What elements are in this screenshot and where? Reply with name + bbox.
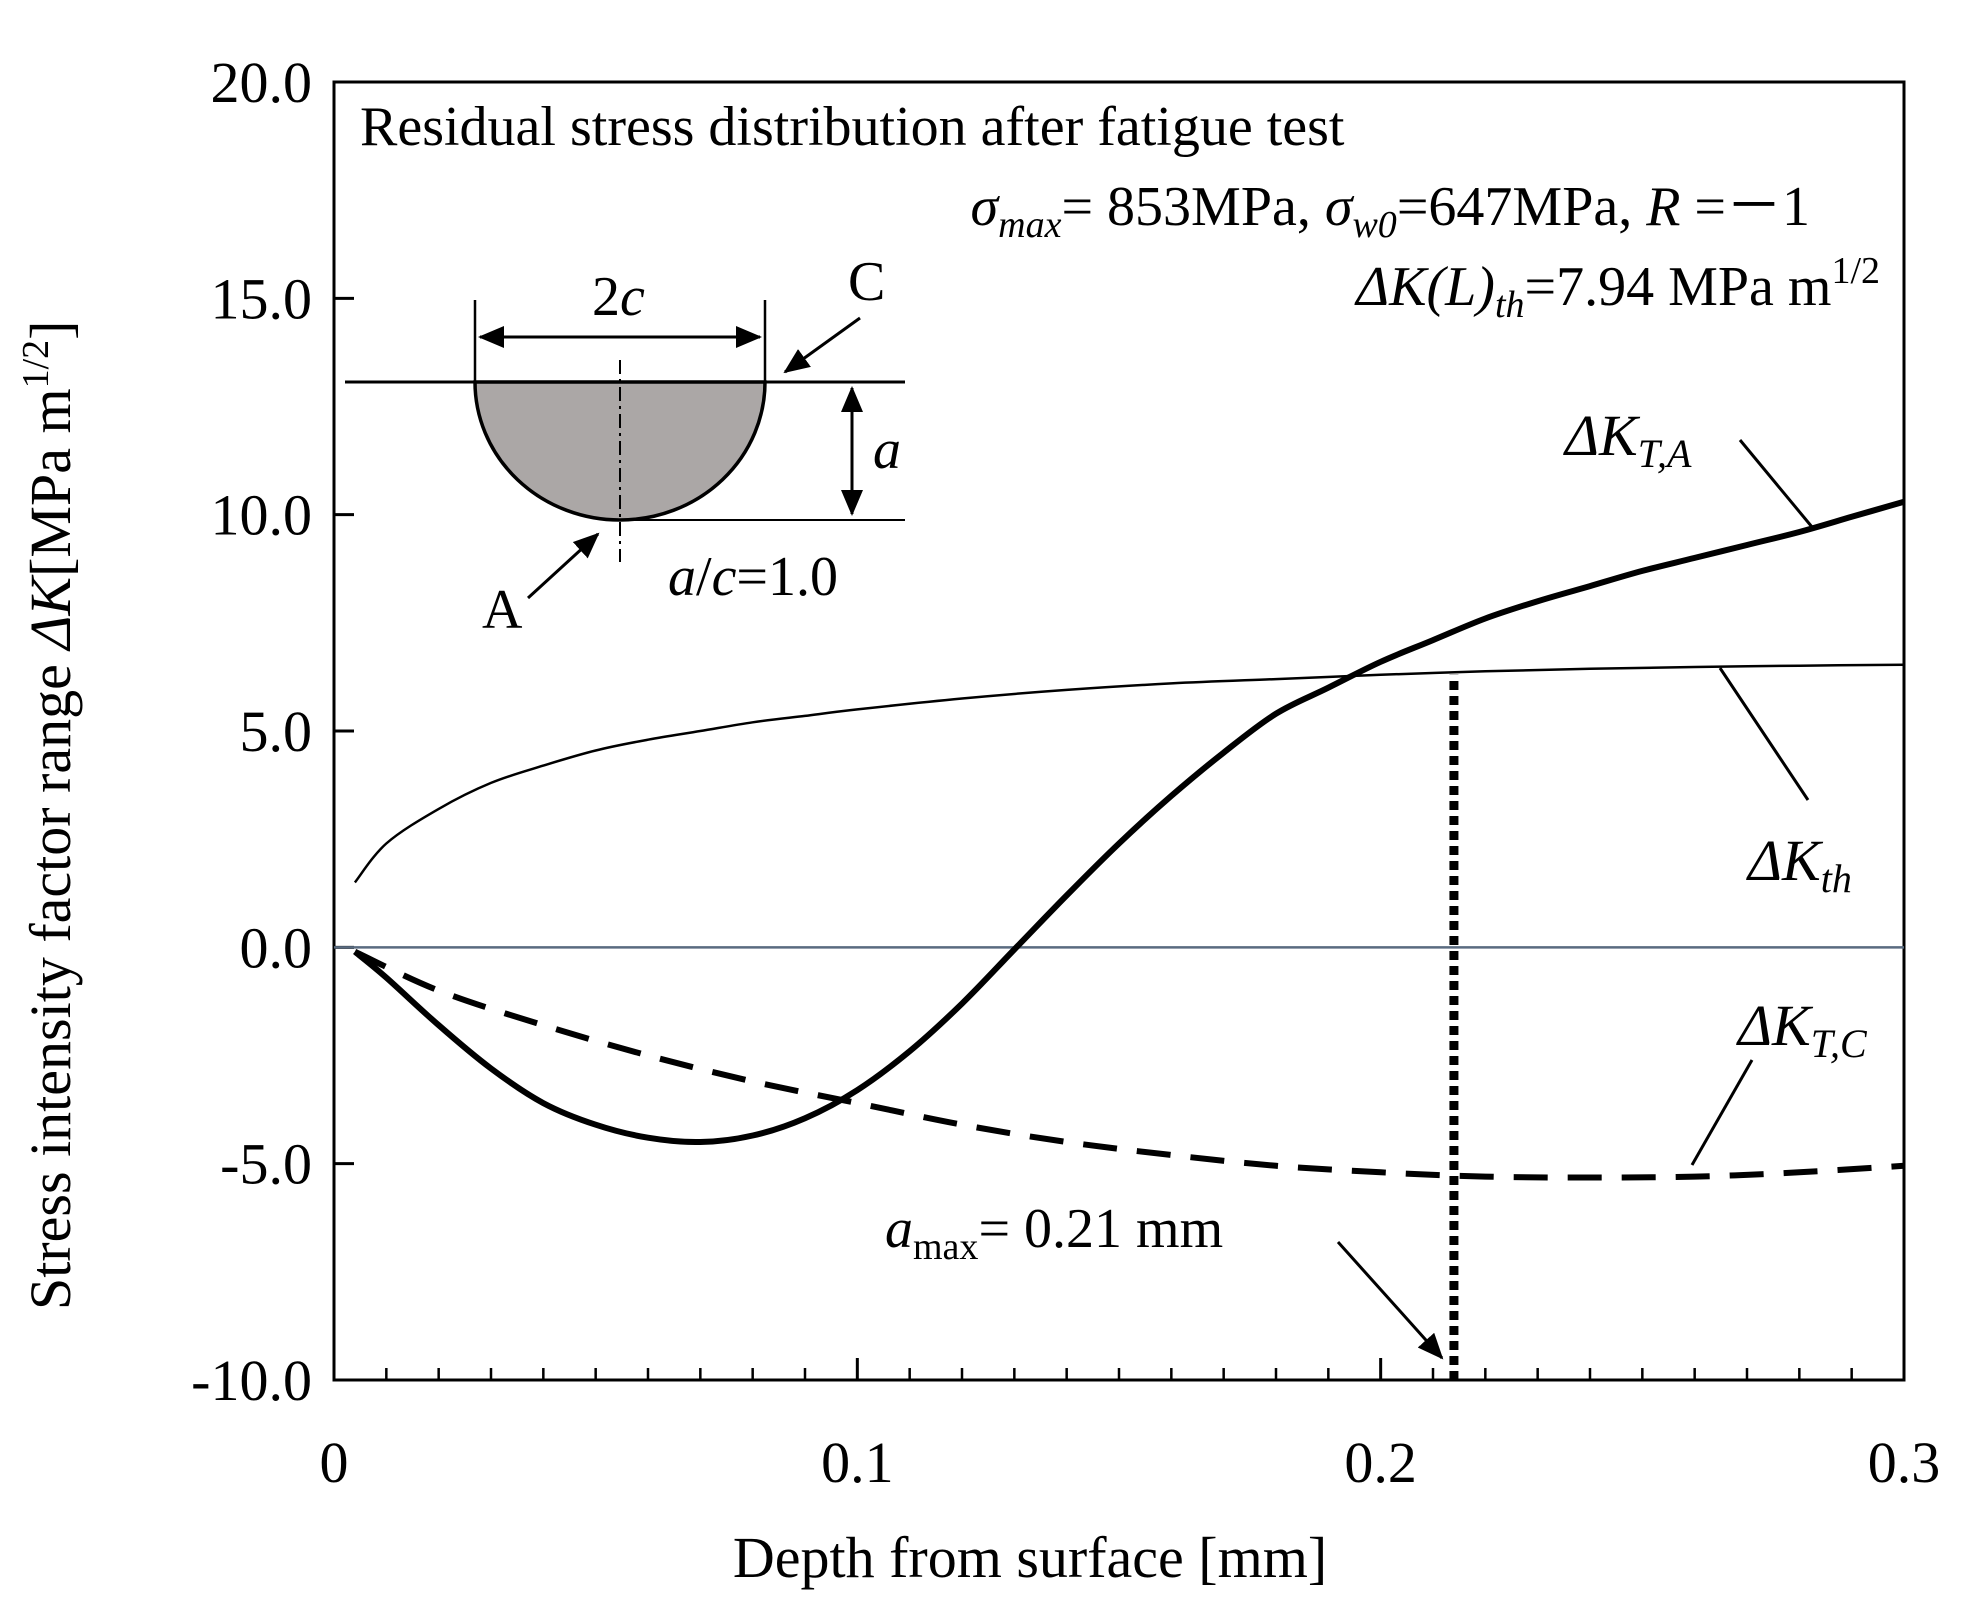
- series-label-dkth: ΔKth: [1718, 667, 1852, 901]
- y-tick-label: -5.0: [220, 1132, 312, 1197]
- annotation-threshold-value: ΔK(L)th=7.94 MPa m1/2: [1354, 250, 1880, 326]
- series-label-dkta: ΔKT,A: [1563, 403, 1814, 528]
- y-axis-title: Stress intensity factor range ΔK[MPa m1/…: [15, 321, 83, 1311]
- y-tick-label: 15.0: [211, 266, 313, 331]
- svg-text:a/c=1.0: a/c=1.0: [668, 546, 838, 608]
- series-label-dktc: ΔKT,C: [1690, 993, 1868, 1166]
- y-tick-label: 10.0: [211, 483, 313, 548]
- x-tick-label: 0.3: [1868, 1430, 1941, 1495]
- y-tick-label: -10.0: [191, 1348, 312, 1413]
- x-tick-label: 0.2: [1344, 1430, 1417, 1495]
- inset-point-A: A: [482, 579, 523, 641]
- annotation-amax: amax= 0.21 mm: [885, 1198, 1444, 1360]
- svg-text:ΔKT,A: ΔKT,A: [1563, 403, 1692, 476]
- x-axis-minor-ticks: [385, 1368, 1853, 1380]
- svg-text:ΔKT,C: ΔKT,C: [1736, 993, 1868, 1066]
- x-tick-label: 0: [320, 1430, 349, 1495]
- series-layer: [353, 498, 1905, 1181]
- y-axis-ticks: -10.0 -5.0 0.0 5.0 10.0 15.0 20.0: [191, 50, 354, 1413]
- x-axis-title: Depth from surface [mm]: [733, 1525, 1327, 1590]
- series-line-dktc: [353, 948, 1905, 1181]
- chart-title: Residual stress distribution after fatig…: [360, 96, 1345, 158]
- series-line-dkth: [353, 663, 1905, 884]
- inset-crack-diagram: 2c a a/c=1.0 A C: [345, 251, 905, 641]
- inset-point-C: C: [848, 251, 885, 313]
- y-tick-label: 5.0: [240, 699, 313, 764]
- x-axis-ticks: 0 0.1 0.2 0.3: [320, 1358, 1941, 1495]
- y-tick-label: 0.0: [240, 915, 313, 980]
- annotation-stress-params: σmax= 853MPa, σw0=647MPa, R =－1: [971, 176, 1810, 246]
- y-tick-label: 20.0: [211, 50, 313, 115]
- svg-text:a: a: [873, 419, 901, 481]
- svg-text:amax= 0.21 mm: amax= 0.21 mm: [885, 1198, 1223, 1268]
- series-line-dkta: [353, 498, 1905, 1146]
- x-tick-label: 0.1: [821, 1430, 894, 1495]
- svg-text:ΔKth: ΔKth: [1746, 828, 1852, 901]
- svg-text:2c: 2c: [592, 266, 645, 328]
